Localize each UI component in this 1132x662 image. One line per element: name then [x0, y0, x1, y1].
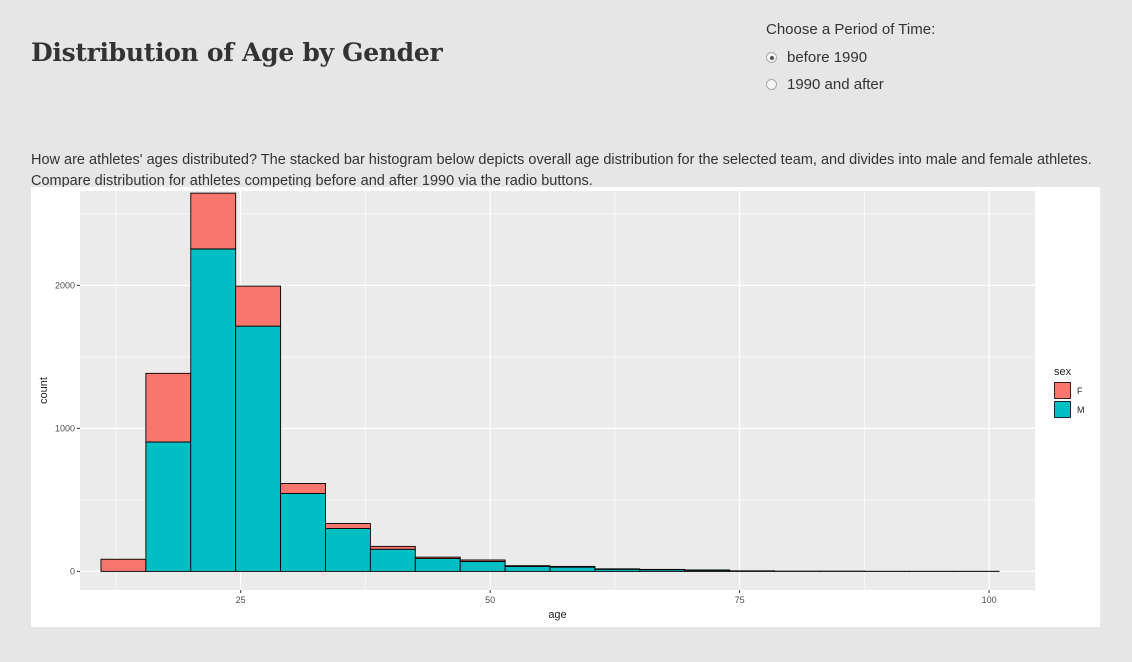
legend-label: F: [1077, 386, 1083, 396]
bar-female: [369, 545, 416, 550]
bar-female: [504, 565, 551, 567]
bar-male: [549, 566, 596, 572]
bar-male: [504, 565, 551, 572]
bar-male: [325, 528, 371, 572]
bar-female: [235, 285, 282, 327]
radio-button-unchecked[interactable]: [766, 79, 777, 90]
x-tick-label: 75: [735, 595, 745, 605]
bar-female: [549, 565, 596, 568]
bar-male: [190, 248, 237, 572]
bar-female: [145, 372, 192, 443]
legend-key-m: [1054, 401, 1071, 418]
bar-male: [369, 548, 416, 572]
y-axis-title: count: [38, 377, 50, 404]
bar-male: [235, 325, 282, 572]
plot-container: 25 50 75 100 0 1000 2000 age count sex F M: [31, 187, 1100, 627]
radio-group-label: Choose a Period of Time:: [766, 21, 936, 38]
bar-female: [414, 556, 461, 559]
period-radio-group: Choose a Period of Time: before 1990 199…: [766, 21, 935, 98]
bar-female: [100, 558, 147, 572]
radio-option-label: before 1990: [787, 49, 868, 66]
y-tick-label: 0: [70, 566, 75, 576]
bar-female: [280, 483, 326, 494]
x-tick-label: 25: [236, 595, 246, 605]
legend-title: sex: [1054, 366, 1072, 378]
radio-option-1990-and-after[interactable]: 1990 and after: [766, 71, 935, 98]
x-tick-label: 50: [485, 595, 495, 605]
radio-option-label: 1990 and after: [787, 76, 884, 93]
bar-female: [459, 559, 506, 562]
bar-male: [280, 493, 326, 572]
x-tick-label: 100: [982, 595, 997, 605]
page-description: How are athletes' ages distributed? The …: [31, 151, 1092, 189]
radio-option-before-1990[interactable]: before 1990: [766, 44, 935, 71]
bar-female: [325, 523, 371, 529]
y-tick-label: 2000: [55, 280, 75, 290]
legend-key-f: [1054, 382, 1071, 399]
legend-label: M: [1077, 405, 1085, 415]
page-title: Distribution of Age by Gender: [31, 38, 443, 67]
bar-male: [145, 441, 192, 572]
y-tick-label: 1000: [55, 423, 75, 433]
radio-button-checked[interactable]: [766, 52, 777, 63]
bar-male: [414, 558, 461, 572]
bar-female: [190, 192, 237, 250]
x-axis-title: age: [548, 609, 566, 621]
bar-male: [459, 560, 506, 572]
